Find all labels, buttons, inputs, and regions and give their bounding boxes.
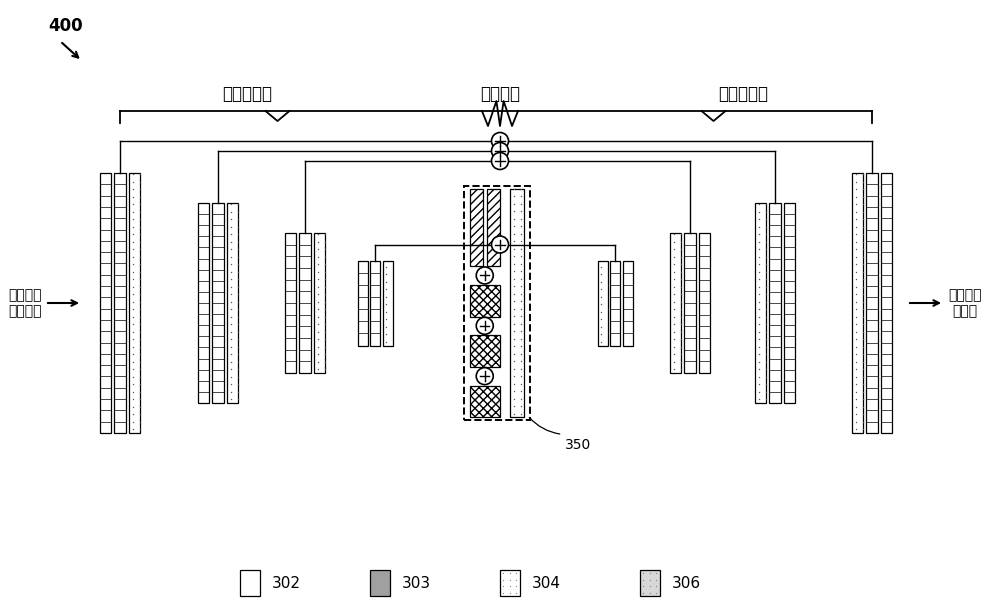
- Bar: [769, 203, 781, 403]
- Bar: [240, 570, 260, 596]
- Text: 304: 304: [532, 576, 561, 590]
- Circle shape: [476, 368, 493, 384]
- Bar: [370, 261, 380, 346]
- Text: 下采样阶段: 下采样阶段: [223, 85, 273, 103]
- Bar: [470, 386, 500, 417]
- Text: 302: 302: [272, 576, 301, 590]
- Bar: [487, 189, 500, 267]
- Bar: [227, 203, 238, 403]
- Circle shape: [492, 153, 509, 170]
- Bar: [610, 261, 620, 346]
- Bar: [755, 203, 766, 403]
- Bar: [470, 189, 483, 267]
- Bar: [370, 570, 390, 596]
- Bar: [684, 233, 696, 373]
- Bar: [212, 203, 224, 403]
- Bar: [866, 173, 878, 433]
- Bar: [285, 233, 296, 373]
- Bar: [500, 570, 520, 596]
- Circle shape: [492, 132, 509, 150]
- Bar: [358, 261, 368, 346]
- Bar: [881, 173, 892, 433]
- Text: 350: 350: [564, 438, 591, 452]
- Bar: [198, 203, 209, 403]
- Circle shape: [492, 142, 509, 159]
- Bar: [314, 233, 325, 373]
- Text: 400: 400: [48, 17, 83, 35]
- Bar: [510, 189, 524, 417]
- Bar: [114, 173, 126, 433]
- Bar: [100, 173, 111, 433]
- Bar: [129, 173, 140, 433]
- Bar: [784, 203, 795, 403]
- Bar: [852, 173, 863, 433]
- Bar: [470, 335, 500, 367]
- Bar: [470, 285, 500, 317]
- Bar: [299, 233, 311, 373]
- Text: 306: 306: [672, 576, 701, 590]
- Bar: [670, 233, 681, 373]
- Text: 瓶颈结构: 瓶颈结构: [480, 85, 520, 103]
- Text: 低亮度的
数字图像: 低亮度的 数字图像: [8, 288, 42, 318]
- Bar: [598, 261, 608, 346]
- Bar: [640, 570, 660, 596]
- Text: 得出的数
字图像: 得出的数 字图像: [948, 288, 982, 318]
- Bar: [699, 233, 710, 373]
- Circle shape: [492, 236, 509, 253]
- Bar: [383, 261, 393, 346]
- Circle shape: [476, 318, 493, 334]
- Circle shape: [476, 267, 493, 284]
- Bar: [623, 261, 633, 346]
- Text: 303: 303: [402, 576, 431, 590]
- Text: 上采样阶段: 上采样阶段: [719, 85, 769, 103]
- Bar: [464, 186, 530, 421]
